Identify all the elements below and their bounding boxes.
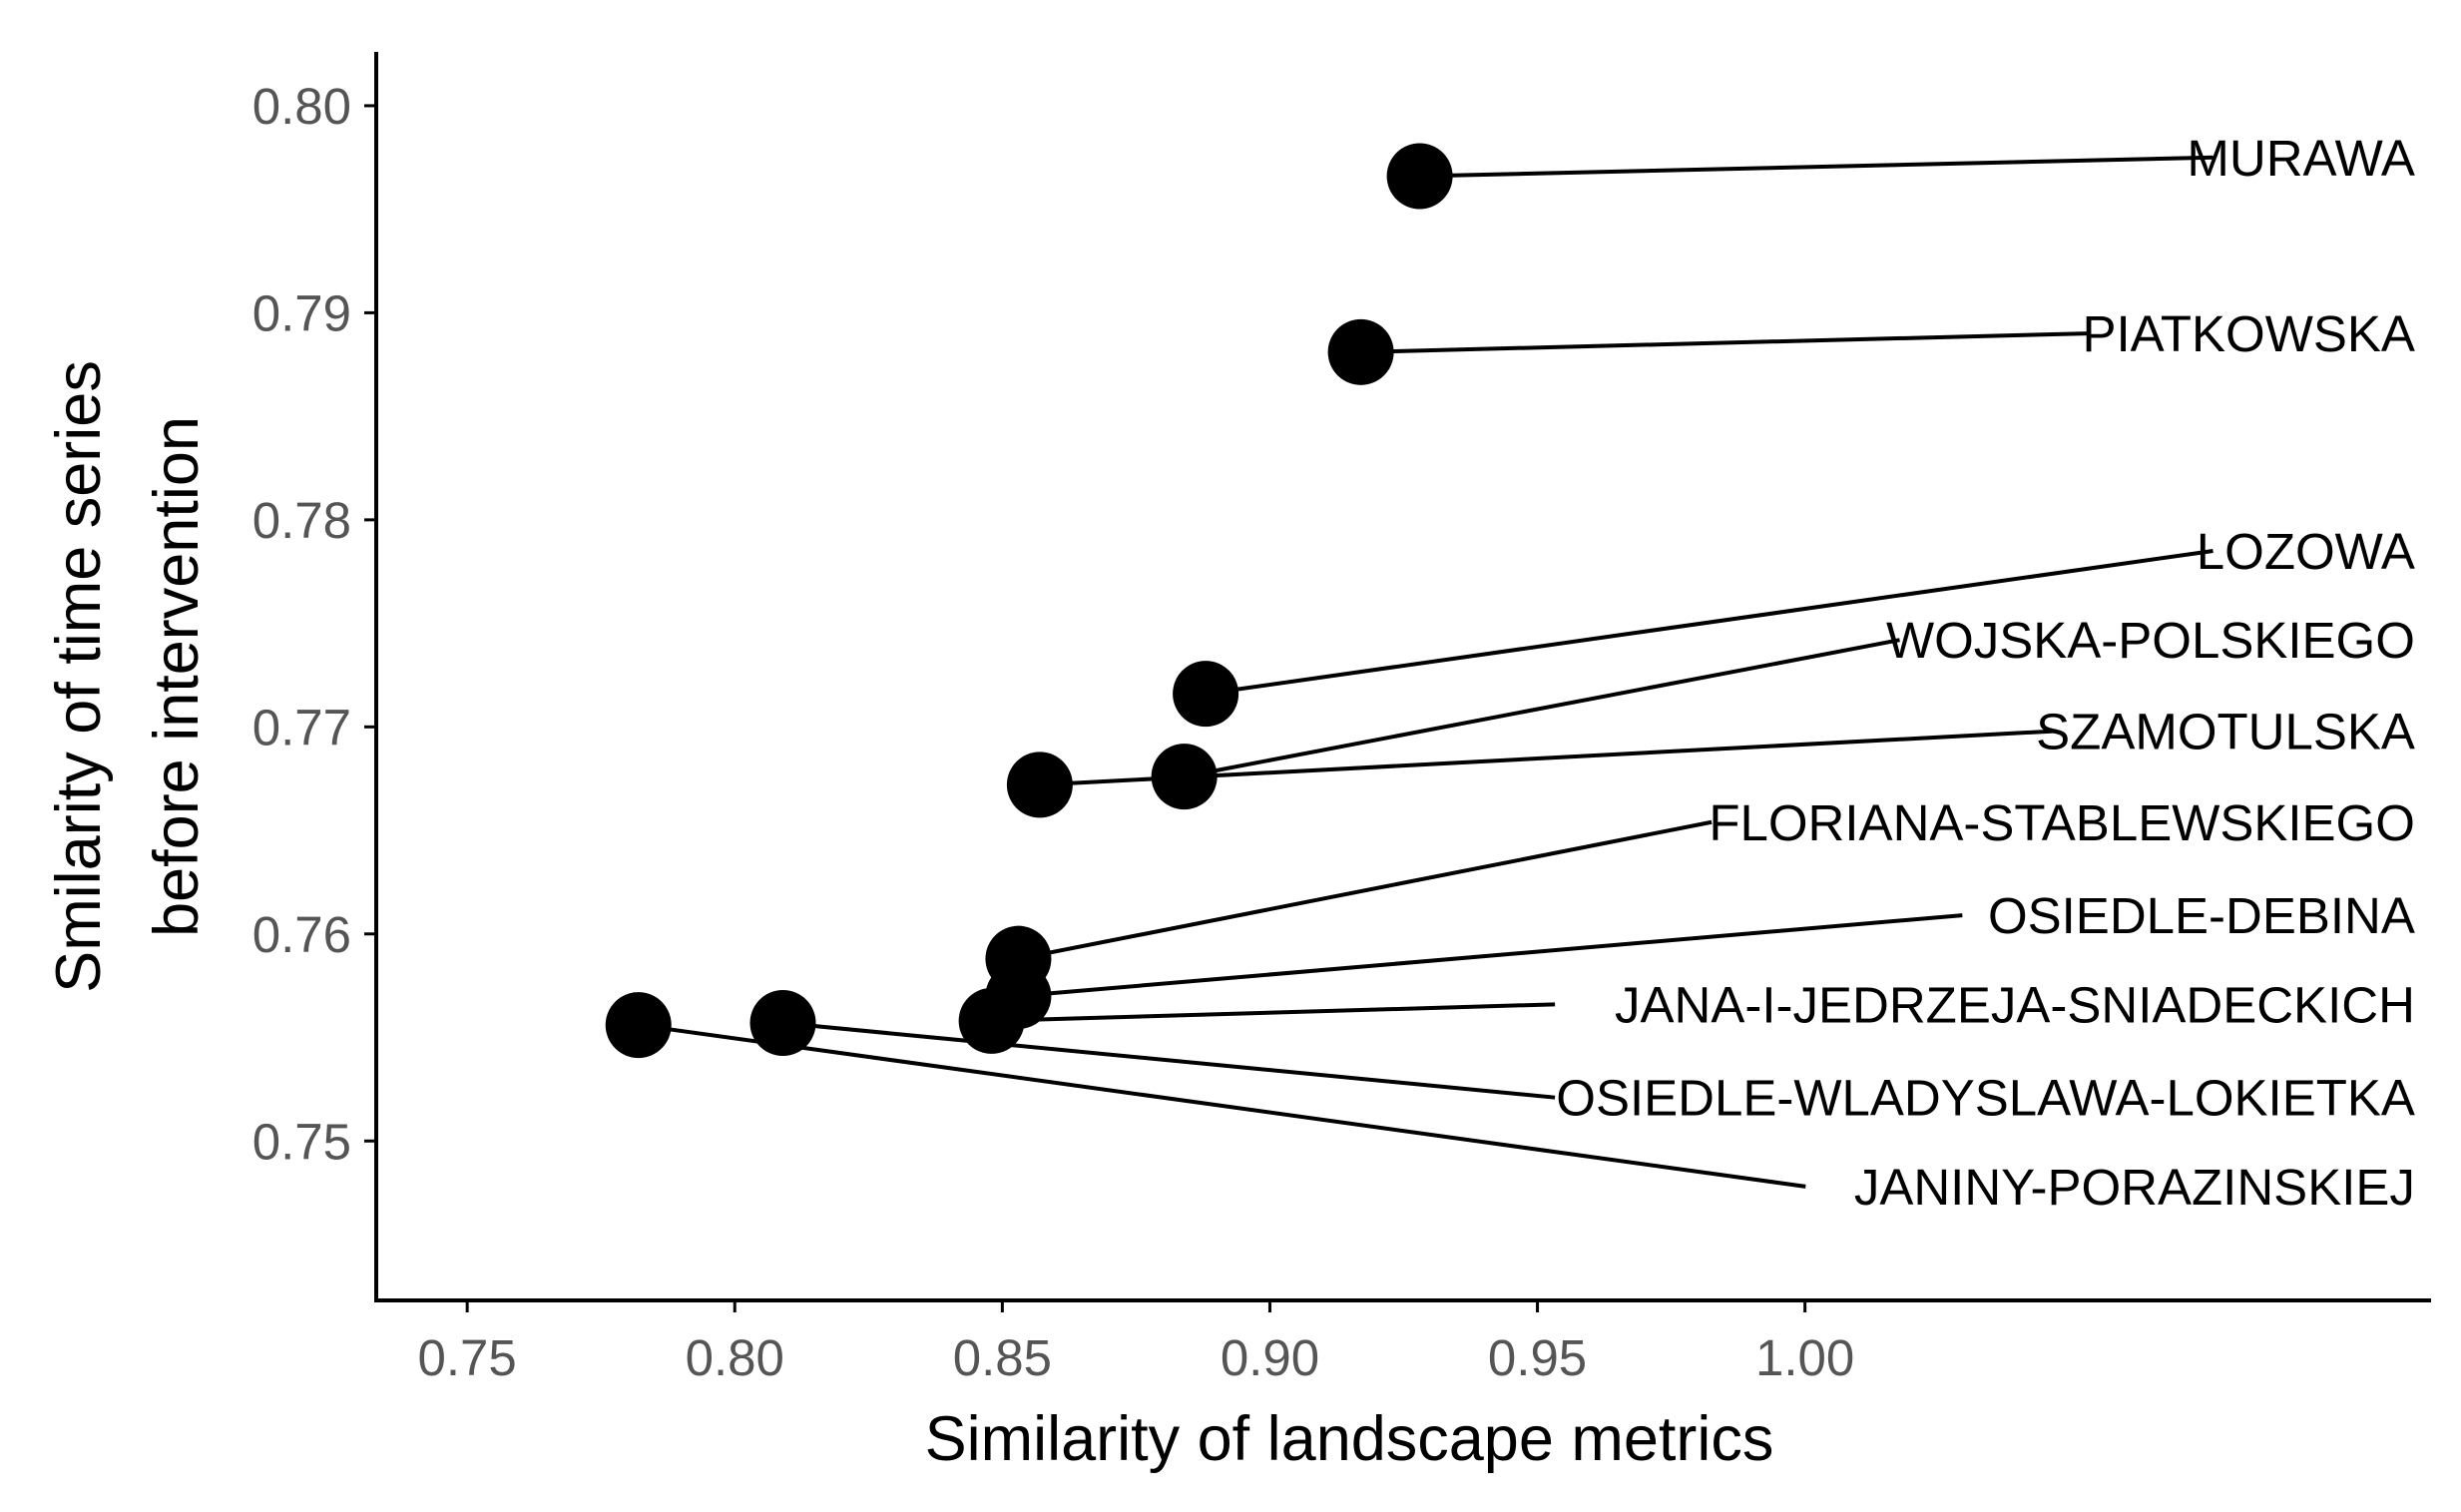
- data-point: [605, 992, 672, 1059]
- leader-line: [638, 1023, 1806, 1189]
- y-tick-label: 0.78: [252, 492, 351, 549]
- x-tick-label: 0.75: [418, 1329, 517, 1386]
- point-labels: MURAWA PIATKOWSKA LOZOWA WOJSKA-POLSKIEGO SZ…: [1556, 130, 2415, 1216]
- y-tick-label: 0.80: [252, 78, 351, 135]
- point-label: PIATKOWSKA: [2082, 305, 2414, 362]
- data-point: [958, 987, 1025, 1054]
- x-ticks: 0.75 0.80 0.85 0.90 0.95 1.00: [418, 1300, 1854, 1386]
- x-tick-label: 0.95: [1488, 1329, 1587, 1386]
- y-tick-label: 0.76: [252, 906, 351, 963]
- x-tick-label: 1.00: [1755, 1329, 1854, 1386]
- y-axis-title-line-1: Smilarity of time series: [44, 360, 114, 993]
- data-point: [1006, 752, 1073, 818]
- point-label: OSIEDLE-DEBINA: [1988, 887, 2415, 944]
- data-point: [1151, 744, 1218, 810]
- y-ticks: 0.75 0.76 0.77 0.78 0.79 0.80: [252, 78, 376, 1170]
- leader-line: [1184, 638, 1900, 779]
- leader-line: [1018, 819, 1713, 961]
- x-tick-label: 0.85: [953, 1329, 1052, 1386]
- y-tick-label: 0.77: [252, 699, 351, 756]
- y-tick-label: 0.79: [252, 284, 351, 341]
- y-tick-label: 0.75: [252, 1113, 351, 1170]
- point-label: JANA-I-JEDRZEJA-SNIADECKICH: [1615, 976, 2415, 1033]
- point-label: OSIEDLE-WLADYSLAWA-LOKIETKA: [1556, 1070, 2415, 1127]
- leader-line: [1205, 549, 2214, 697]
- leader-line: [1419, 155, 2214, 179]
- y-axis-title-line-2: before intervention: [142, 416, 212, 937]
- leader-line: [1018, 913, 1963, 999]
- x-axis: 0.75 0.80 0.85 0.90 0.95 1.00 Similarity of l…: [375, 1298, 2431, 1474]
- point-label: WOJSKA-POLSKIEGO: [1886, 612, 2415, 669]
- data-points: [605, 143, 1453, 1059]
- data-point: [1173, 661, 1239, 728]
- leader-line: [1360, 331, 2088, 354]
- data-point: [749, 990, 816, 1056]
- point-label: FLORIANA-STABLEWSKIEGO: [1709, 794, 2415, 851]
- y-axis: 0.75 0.76 0.77 0.78 0.79 0.80 Smilarity of ti…: [44, 52, 378, 1302]
- point-label: SZAMOTULSKA: [2036, 703, 2415, 759]
- x-tick-label: 0.90: [1221, 1329, 1319, 1386]
- data-point: [1327, 318, 1394, 385]
- point-label: LOZOWA: [2197, 523, 2415, 580]
- point-label: MURAWA: [2187, 130, 2415, 187]
- x-axis-title: Similarity of landscape metrics: [925, 1404, 1774, 1474]
- x-tick-label: 0.80: [686, 1329, 784, 1386]
- y-axis-title: Smilarity of time series before interven…: [44, 360, 212, 993]
- leader-line: [782, 1021, 1556, 1100]
- point-label: JANINY-PORAZINSKIEJ: [1854, 1159, 2415, 1216]
- leader-line: [991, 1002, 1556, 1023]
- data-point: [1386, 143, 1453, 210]
